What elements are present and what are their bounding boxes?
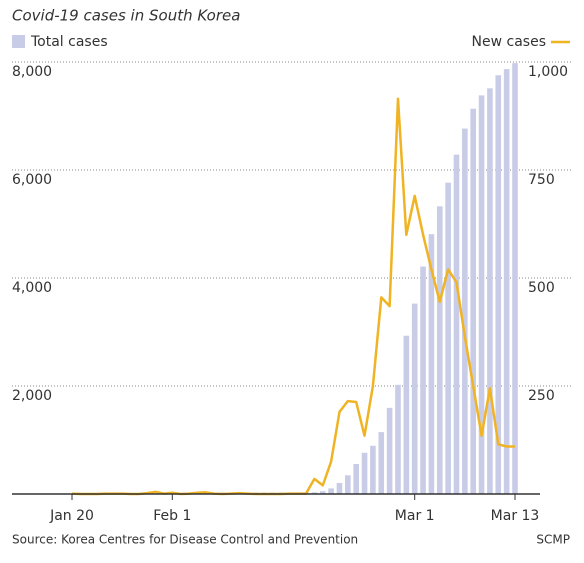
bar <box>495 75 502 494</box>
bar <box>378 432 385 494</box>
bar <box>503 69 510 494</box>
bar <box>436 206 443 494</box>
bar <box>470 108 477 494</box>
credit: SCMP <box>536 533 570 547</box>
bar <box>395 384 401 494</box>
bar <box>311 492 318 494</box>
bar <box>411 303 418 494</box>
y-tick-label: 6,000 <box>12 172 52 188</box>
x-tick-label: Mar 1 <box>395 508 435 524</box>
bar <box>336 482 343 494</box>
legend-swatch <box>12 35 25 48</box>
y2-tick-label: 500 <box>528 280 555 296</box>
bar <box>428 234 435 495</box>
bar <box>420 266 426 494</box>
bar <box>453 154 460 494</box>
bar <box>512 63 518 494</box>
legend-label: Total cases <box>30 34 108 50</box>
bar <box>345 475 351 494</box>
x-tick-label: Jan 20 <box>49 508 94 524</box>
y-tick-label: 8,000 <box>12 64 52 80</box>
bar <box>403 335 410 494</box>
source: Source: Korea Centres for Disease Contro… <box>12 533 358 547</box>
bar <box>319 491 326 494</box>
bar <box>478 95 485 494</box>
bar <box>386 407 393 494</box>
x-tick-label: Mar 13 <box>491 508 540 524</box>
bar <box>462 128 468 494</box>
legend-label: New cases <box>472 34 546 50</box>
bar <box>487 88 493 494</box>
bar <box>361 452 368 494</box>
y2-tick-label: 1,000 <box>528 64 568 80</box>
bar <box>370 445 376 494</box>
y2-tick-label: 750 <box>528 172 555 188</box>
bar <box>328 488 334 494</box>
y-tick-label: 4,000 <box>12 280 52 296</box>
y2-tick-label: 250 <box>528 388 555 404</box>
y-tick-label: 2,000 <box>12 388 52 404</box>
bar <box>353 463 359 494</box>
bar <box>445 182 451 495</box>
chart-title: Covid-19 cases in South Korea <box>12 7 240 25</box>
x-tick-label: Feb 1 <box>153 508 191 524</box>
